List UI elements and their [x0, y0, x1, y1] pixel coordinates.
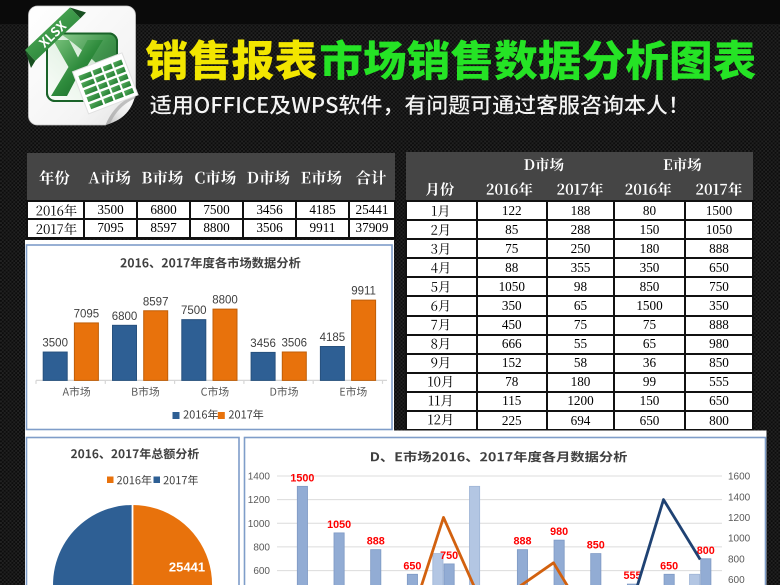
svg-text:7500: 7500	[181, 305, 207, 317]
svg-text:3456: 3456	[250, 338, 276, 350]
svg-text:25441: 25441	[169, 560, 205, 575]
svg-text:650: 650	[403, 560, 421, 572]
svg-text:888: 888	[367, 536, 385, 548]
svg-text:8597: 8597	[143, 296, 169, 308]
svg-text:7095: 7095	[74, 308, 100, 320]
svg-text:650: 650	[660, 560, 678, 572]
svg-text:6800: 6800	[112, 311, 138, 323]
svg-text:1050: 1050	[327, 519, 351, 531]
svg-text:8800: 8800	[212, 295, 238, 307]
svg-text:1200: 1200	[248, 495, 271, 506]
svg-text:800: 800	[728, 554, 745, 565]
svg-text:1600: 1600	[728, 472, 751, 483]
svg-text:750: 750	[440, 550, 458, 562]
svg-text:1400: 1400	[248, 472, 271, 483]
svg-text:1000: 1000	[728, 534, 751, 545]
svg-text:555: 555	[623, 570, 641, 582]
svg-text:1400: 1400	[728, 492, 751, 503]
svg-text:850: 850	[587, 540, 605, 552]
svg-text:3500: 3500	[42, 338, 68, 350]
svg-text:600: 600	[253, 566, 270, 577]
svg-text:4185: 4185	[320, 332, 346, 344]
svg-text:888: 888	[513, 536, 531, 548]
svg-text:1200: 1200	[728, 513, 751, 524]
svg-text:3506: 3506	[282, 338, 308, 350]
svg-text:980: 980	[550, 526, 568, 538]
svg-text:800: 800	[253, 543, 270, 554]
svg-text:9911: 9911	[351, 286, 376, 298]
svg-text:600: 600	[728, 575, 745, 585]
svg-text:1000: 1000	[248, 519, 271, 530]
svg-text:800: 800	[697, 545, 715, 557]
svg-text:1500: 1500	[290, 472, 314, 484]
